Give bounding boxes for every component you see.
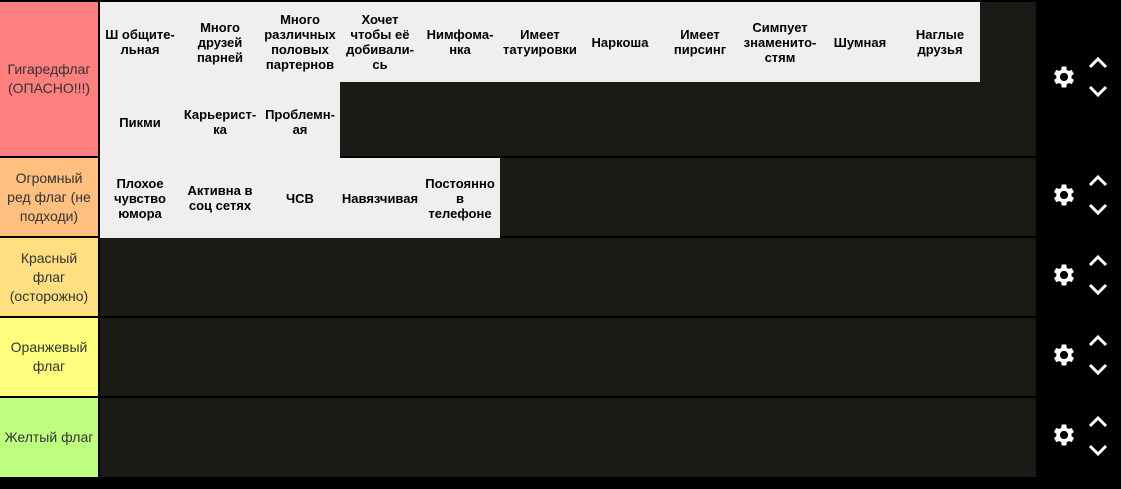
chevron-down-icon[interactable] — [1088, 84, 1108, 102]
gear-icon[interactable] — [1050, 341, 1078, 374]
tier-item[interactable]: Навязчивая — [340, 158, 420, 238]
tier-item[interactable]: ЧСВ — [260, 158, 340, 238]
chevron-down-icon[interactable] — [1088, 202, 1108, 220]
tier-item[interactable]: Наркоша — [580, 2, 660, 82]
tier-item[interactable]: Постоянно в телефоне — [420, 158, 500, 238]
tier-label[interactable]: Желтый флаг — [0, 398, 100, 477]
chevron-down-icon[interactable] — [1088, 362, 1108, 380]
tier-item[interactable]: Пикми — [100, 82, 180, 162]
tier-list: Гигаредфлаг (ОПАСНО!!!) Ш общите- льная Мн… — [0, 0, 1121, 479]
tier-label[interactable]: Красный флаг (осторожно) — [0, 238, 100, 316]
tier-items — [100, 318, 1036, 396]
tier-items: Плохое чувство юмора Активна в соц сетях Ч… — [100, 158, 1036, 238]
tier-label[interactable]: Оранжевый флаг — [0, 318, 100, 396]
tier-row: Красный флаг (осторожно) — [0, 238, 1121, 318]
chevron-down-icon[interactable] — [1088, 443, 1108, 461]
tier-row: Гигаредфлаг (ОПАСНО!!!) Ш общите- льная Мн… — [0, 0, 1121, 162]
tier-label[interactable]: Огромный ред флаг (не подходи) — [0, 158, 100, 236]
tier-controls — [1036, 158, 1121, 236]
tier-items: Ш общите- льная Много друзей парней Много … — [100, 2, 1036, 162]
tier-items — [100, 238, 1036, 316]
tier-item[interactable]: Карьерист- ка — [180, 82, 260, 162]
tier-item[interactable]: Шумная — [820, 2, 900, 82]
gear-icon[interactable] — [1050, 181, 1078, 214]
tier-row: Огромный ред флаг (не подходи) Плохое чув… — [0, 158, 1121, 238]
tier-item[interactable]: Активна в соц сетях — [180, 158, 260, 238]
tier-item[interactable]: Много различных половых партернов — [260, 2, 340, 82]
tier-label[interactable]: Гигаредфлаг (ОПАСНО!!!) — [0, 2, 100, 156]
tier-controls — [1036, 318, 1121, 396]
tier-item[interactable]: Проблемн- ая — [260, 82, 340, 162]
gear-icon[interactable] — [1050, 63, 1078, 96]
tier-controls — [1036, 2, 1121, 156]
tier-item[interactable]: Много друзей парней — [180, 2, 260, 82]
chevron-down-icon[interactable] — [1088, 282, 1108, 300]
chevron-up-icon[interactable] — [1088, 174, 1108, 192]
tier-item[interactable]: Нимфома- нка — [420, 2, 500, 82]
tier-item[interactable]: Плохое чувство юмора — [100, 158, 180, 238]
tier-row: Желтый флаг — [0, 398, 1121, 479]
tier-item[interactable]: Хочет чтобы её добивали- сь — [340, 2, 420, 82]
tier-items — [100, 398, 1036, 477]
tier-item[interactable]: Симпует знаменито- стям — [740, 2, 820, 82]
tier-controls — [1036, 398, 1121, 477]
chevron-up-icon[interactable] — [1088, 56, 1108, 74]
gear-icon[interactable] — [1050, 421, 1078, 454]
tier-item[interactable]: Наглые друзья — [900, 2, 980, 82]
gear-icon[interactable] — [1050, 261, 1078, 294]
chevron-up-icon[interactable] — [1088, 334, 1108, 352]
tier-row: Оранжевый флаг — [0, 318, 1121, 398]
tier-item[interactable]: Имеет пирсинг — [660, 2, 740, 82]
tier-controls — [1036, 238, 1121, 316]
tier-item[interactable]: Ш общите- льная — [100, 2, 180, 82]
chevron-up-icon[interactable] — [1088, 254, 1108, 272]
chevron-up-icon[interactable] — [1088, 415, 1108, 433]
tier-item[interactable]: Имеет татуировки — [500, 2, 580, 82]
